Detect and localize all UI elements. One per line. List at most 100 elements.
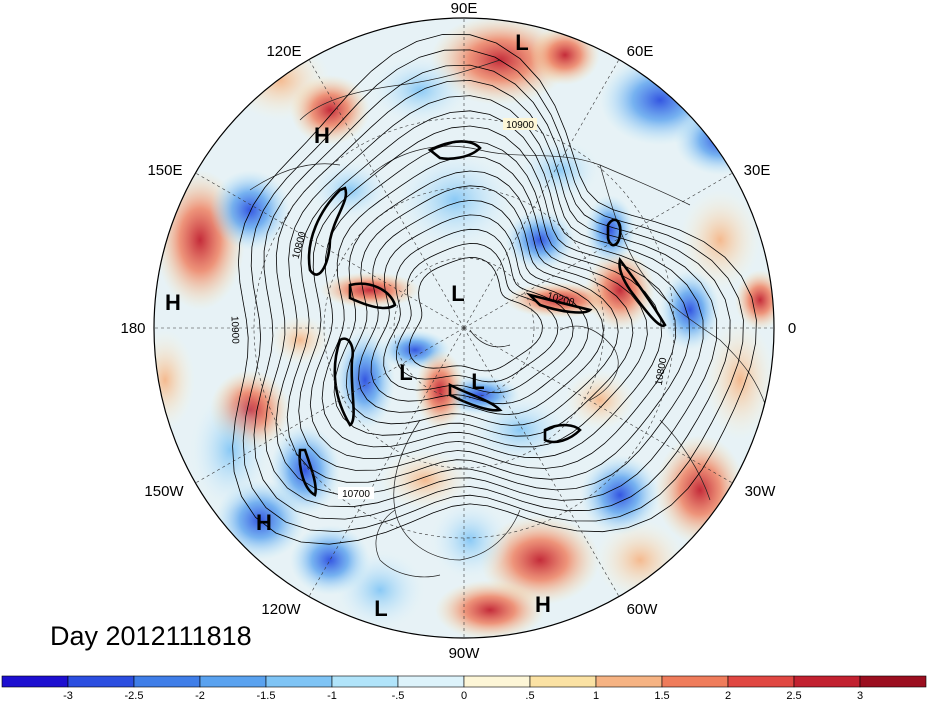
anomaly-blob — [210, 170, 290, 250]
anomaly-blob — [520, 140, 600, 200]
jet-contour — [307, 186, 348, 276]
jet-contour — [606, 218, 622, 247]
colorbar-tick-label: .5 — [525, 690, 534, 702]
height-contour — [370, 214, 589, 405]
colorbar-tick-label: 3 — [857, 690, 863, 702]
map-border — [153, 17, 775, 639]
height-contour — [408, 257, 543, 372]
coastline — [393, 419, 521, 561]
lat-lon-grid — [154, 18, 774, 638]
meridian-line — [463, 327, 620, 597]
colorbar-tick-label: -1 — [327, 690, 337, 702]
contour-label: 10900 — [506, 120, 534, 131]
coastline — [469, 329, 511, 348]
meridian-line — [195, 327, 465, 484]
anomaly-blob — [580, 455, 660, 535]
colorbar-tick-label: 2.5 — [786, 690, 801, 702]
anomaly-blob — [190, 390, 270, 510]
contour-label: 10700 — [342, 489, 370, 500]
height-contour — [242, 49, 744, 533]
colorbar-box — [595, 675, 663, 688]
colorbar-tick-label: -2.5 — [125, 690, 144, 702]
height-contour — [345, 185, 619, 426]
colorbar-box — [265, 675, 333, 688]
jet-contour — [348, 282, 397, 310]
anomaly-blob — [435, 580, 545, 638]
high-center: H — [535, 592, 551, 617]
longitude-labels: 90E 60E 30E 0 30W 60W 90W 120W 150W 180 … — [120, 0, 796, 662]
high-center: H — [256, 510, 272, 535]
lon-label-60w: 60W — [627, 601, 659, 618]
anomaly-blob — [370, 55, 470, 125]
contour-label: 10900 — [229, 316, 241, 345]
height-contour — [286, 110, 690, 483]
parallel-circle — [393, 257, 535, 399]
anomaly-blob — [415, 350, 465, 430]
height-contour — [253, 64, 731, 520]
colorbar-boxes — [1, 675, 927, 688]
lon-label-150w: 150W — [144, 483, 184, 500]
coastline — [369, 145, 691, 206]
height-contour — [333, 170, 634, 437]
height-contour — [232, 33, 757, 545]
contour-label: 10800 — [654, 356, 670, 386]
anomaly-blob — [395, 150, 515, 250]
colorbar-box — [67, 675, 135, 688]
anomaly-blob — [290, 75, 370, 145]
coastline — [659, 419, 711, 501]
colorbar-box — [529, 675, 597, 688]
low-center: L — [451, 281, 464, 306]
low-center: L — [515, 30, 528, 55]
jet-contour — [333, 337, 355, 427]
lon-label-0: 0 — [788, 320, 796, 337]
colorbar-box — [397, 675, 465, 688]
anomaly-blob — [335, 330, 395, 430]
figure-title: Day 2012111818 — [50, 621, 252, 651]
lon-label-120w: 120W — [261, 601, 301, 618]
jet-contour — [543, 423, 582, 444]
colorbar-box — [661, 675, 729, 688]
colorbar-tick-labels: -3 -2.5 -2 -1.5 -1 -.5 0 .5 1 1.5 2 2.5 … — [63, 690, 863, 702]
lon-label-90w: 90W — [449, 645, 481, 662]
colorbar-tick-label: 0 — [461, 690, 467, 702]
height-contours — [232, 33, 757, 545]
anomaly-blob — [530, 25, 600, 85]
low-center: L — [374, 596, 387, 621]
colorbar-tick-label: 1 — [593, 690, 599, 702]
meridian-line — [308, 327, 465, 597]
jet-contour — [448, 382, 503, 412]
colorbar-box — [859, 675, 927, 688]
meridian-line — [463, 172, 733, 329]
parallel-circle — [253, 117, 675, 539]
height-contour — [275, 95, 704, 495]
jet-contour — [427, 140, 482, 160]
meridian-line — [463, 327, 733, 484]
anomaly-blob — [320, 272, 420, 308]
anomaly-blob — [505, 210, 575, 270]
colorbar-box — [331, 675, 399, 688]
colorbar-box — [1, 675, 69, 688]
height-contour — [309, 140, 663, 460]
contour-value-labels: 10900 10800 10900 10200 10800 10700 — [229, 118, 670, 500]
lon-label-90e: 90E — [451, 0, 478, 17]
meridian-line — [463, 59, 620, 329]
anomaly-blob — [380, 450, 470, 510]
colorbar-tick-label: 2 — [725, 690, 731, 702]
colorbar-box — [793, 675, 861, 688]
colorbar-box — [463, 675, 531, 688]
jet-contour — [298, 448, 317, 497]
pressure-centers: L H H L L L H L H — [165, 30, 551, 621]
anomaly-blob — [290, 525, 370, 595]
anomaly-blob — [430, 500, 510, 580]
colorbar-tick-label: -2 — [195, 690, 205, 702]
colorbar-tick-label: -1.5 — [257, 690, 276, 702]
colorbar-box — [727, 675, 795, 688]
meridian-line — [195, 172, 465, 329]
height-contour — [298, 125, 677, 471]
jet-contour — [618, 257, 667, 328]
jet-contour — [525, 292, 593, 314]
colorbar-box — [199, 675, 267, 688]
high-center: H — [165, 290, 181, 315]
lon-label-150e: 150E — [147, 162, 182, 179]
